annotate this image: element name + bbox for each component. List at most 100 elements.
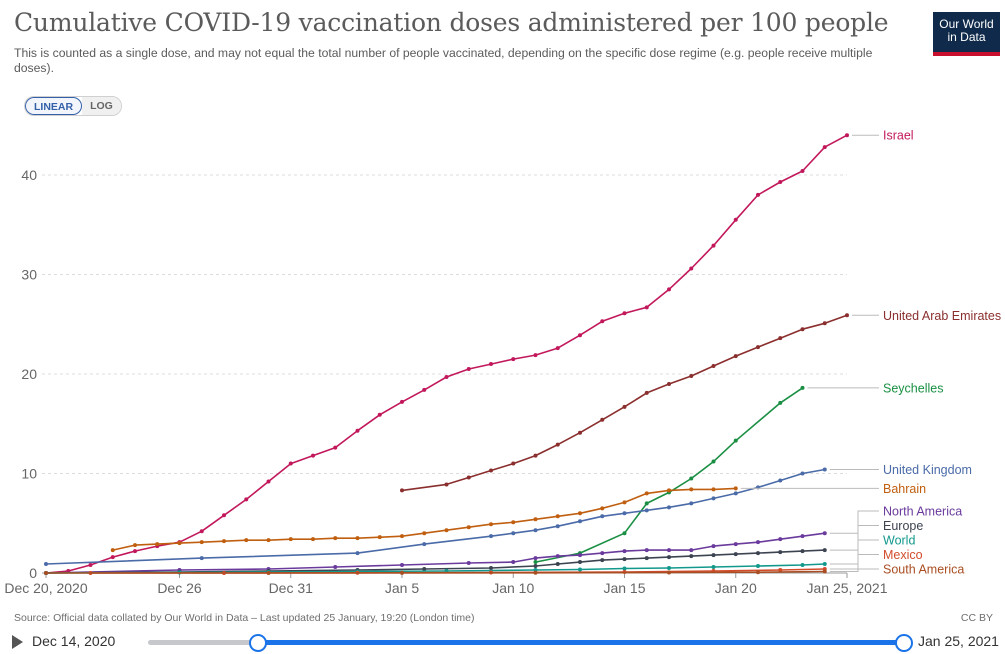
data-point <box>711 565 716 570</box>
data-point <box>756 551 760 556</box>
data-point <box>489 566 493 571</box>
timeline-selected-range <box>256 640 904 645</box>
chart-subtitle: This is counted as a single dose, and ma… <box>14 46 873 75</box>
data-point <box>422 542 427 547</box>
data-point <box>511 520 516 525</box>
data-point <box>333 445 338 450</box>
label-connector <box>829 554 879 570</box>
timeline-end-label: Jan 25, 2021 <box>918 633 999 649</box>
data-point <box>667 566 671 571</box>
data-point <box>644 390 649 395</box>
data-point <box>822 321 827 326</box>
data-point <box>311 453 315 458</box>
logo-line-2: in Data <box>947 30 986 44</box>
data-point <box>266 538 271 543</box>
series-label: United Arab Emirates <box>883 309 1001 323</box>
data-point <box>533 528 538 533</box>
source-note: Source: Official data collated by Our Wo… <box>14 612 475 624</box>
owid-logo[interactable]: Our World in Data <box>933 12 1000 56</box>
data-point <box>511 461 516 466</box>
data-point <box>133 549 137 554</box>
data-point <box>110 555 115 560</box>
series-label: South America <box>883 563 964 577</box>
data-point <box>355 551 360 556</box>
data-point <box>489 534 493 539</box>
data-point <box>533 564 538 569</box>
data-point <box>578 519 582 524</box>
data-point <box>266 571 271 575</box>
series-north-america <box>44 531 827 575</box>
data-point <box>222 539 226 544</box>
timeline-end-handle[interactable] <box>895 634 913 652</box>
series-label: World <box>883 534 915 548</box>
data-point <box>600 506 605 511</box>
data-point <box>667 548 671 553</box>
data-point <box>466 367 471 372</box>
series-label: Bahrain <box>883 482 926 496</box>
series-seychelles <box>533 385 805 565</box>
license-link[interactable]: CC BY <box>960 612 993 624</box>
play-icon[interactable] <box>12 635 23 649</box>
data-point <box>778 336 783 341</box>
data-point <box>800 169 805 174</box>
data-point <box>733 491 738 496</box>
data-point <box>822 467 827 472</box>
data-point <box>555 554 560 559</box>
data-point <box>733 552 738 557</box>
data-point <box>644 508 649 513</box>
data-point <box>845 133 849 138</box>
data-point <box>689 487 694 492</box>
data-point <box>711 243 716 248</box>
data-point <box>578 567 582 572</box>
log-scale-button[interactable]: LOG <box>82 97 121 115</box>
data-point <box>466 475 471 480</box>
data-point <box>199 556 204 561</box>
series-line <box>112 487 736 551</box>
data-point <box>644 556 649 561</box>
data-point <box>600 319 605 324</box>
data-point <box>622 500 627 505</box>
data-point <box>778 179 783 184</box>
data-point <box>778 568 783 573</box>
data-point <box>756 570 760 575</box>
data-point <box>800 549 805 554</box>
y-tick-label: 40 <box>21 167 37 183</box>
data-point <box>466 561 471 566</box>
data-point <box>555 562 560 567</box>
data-point <box>689 373 694 378</box>
timeline-start-label: Dec 14, 2020 <box>32 633 116 649</box>
data-point <box>622 404 627 409</box>
data-point <box>667 287 671 292</box>
data-point <box>199 540 204 545</box>
data-point <box>578 511 582 516</box>
data-point <box>533 568 538 573</box>
label-connector <box>829 525 879 551</box>
data-point <box>555 514 560 519</box>
data-point <box>667 381 671 386</box>
data-point <box>110 548 115 553</box>
data-point <box>333 565 338 570</box>
data-point <box>689 548 694 553</box>
data-point <box>578 553 582 558</box>
timeline-start-handle[interactable] <box>249 634 267 652</box>
series-line <box>401 314 848 492</box>
data-point <box>756 192 760 197</box>
data-point <box>800 385 805 390</box>
data-point <box>733 486 738 491</box>
linear-scale-button[interactable]: LINEAR <box>25 97 83 115</box>
data-point <box>822 531 827 536</box>
data-point <box>511 531 516 536</box>
data-point <box>244 497 249 502</box>
data-point <box>133 543 137 548</box>
data-point <box>44 571 48 575</box>
label-connector <box>829 539 879 565</box>
series-israel <box>44 133 849 575</box>
data-point <box>355 428 360 433</box>
data-point <box>199 529 204 534</box>
data-point <box>466 525 471 530</box>
series-bahrain <box>110 486 738 553</box>
data-point <box>533 353 538 358</box>
data-point <box>578 560 582 565</box>
data-point <box>644 548 649 553</box>
x-tick-label: Jan 20 <box>715 580 757 596</box>
